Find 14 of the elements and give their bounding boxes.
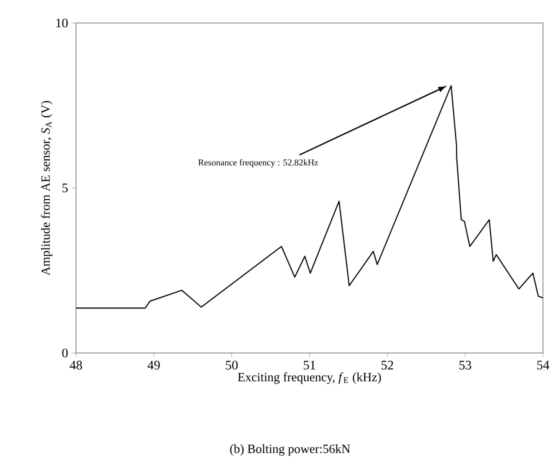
x-tick-label: 49 (148, 360, 160, 370)
x-tick-label: 53 (459, 360, 472, 370)
annotation: Resonance frequency : 52.82kHz (198, 159, 318, 168)
x-tick-label: 48 (70, 360, 82, 370)
y-tick-label: 10 (56, 18, 68, 28)
y-tick-label: 0 (62, 348, 68, 358)
x-tick-label: 51 (304, 360, 316, 370)
y-axis-title: Amplitude from AE sensor, S$_{A}$ (V) (40, 101, 52, 276)
text: (b) Bolting power:56kN (230, 444, 350, 456)
y-tick-label: 5 (62, 184, 68, 192)
x-tick-label: 50 (226, 360, 238, 370)
x-tick-label: 52 (382, 360, 394, 370)
x-tick-label: 54 (537, 360, 550, 370)
x-axis-title: Exciting frequency, f$_{E}$ (kHz) (238, 372, 381, 384)
